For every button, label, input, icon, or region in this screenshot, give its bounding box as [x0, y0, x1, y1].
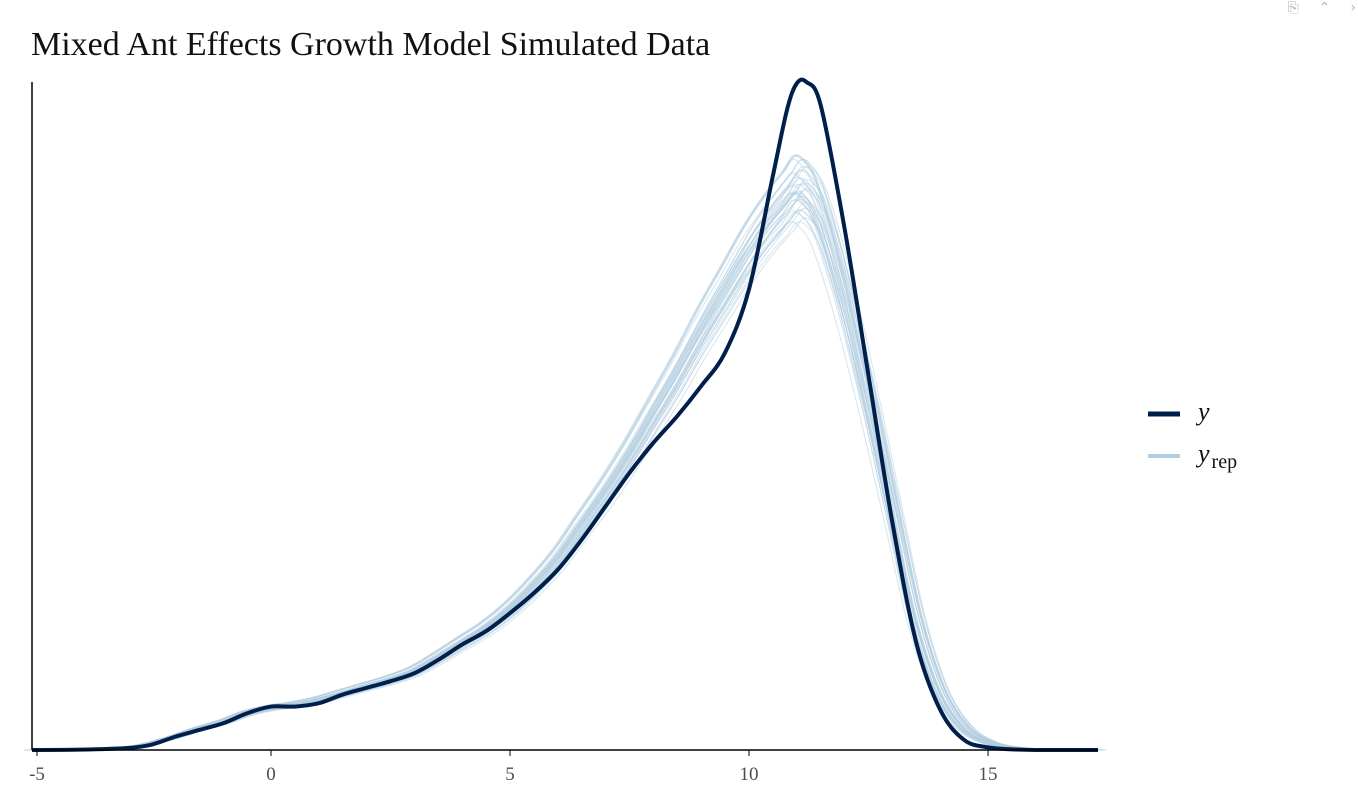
y-rep-draw-line [39, 187, 1106, 751]
y-rep-draw-line [36, 165, 1103, 751]
y-rep-draw-line [35, 158, 1102, 751]
close-icon[interactable]: › [1350, 0, 1356, 16]
y-rep-draw-line [28, 192, 1095, 751]
export-icon[interactable]: ⎘ [1287, 0, 1299, 16]
y-rep-draw-line [32, 199, 1099, 751]
double-chevron-up-icon[interactable]: ⌃ [1318, 0, 1331, 16]
axes: -5 0 5 10 15 [29, 82, 1098, 785]
x-tick-label: 5 [505, 764, 515, 785]
x-tick-label: 15 [979, 764, 998, 785]
y-rep-draw-line [37, 189, 1104, 751]
legend: y y rep [1148, 397, 1237, 473]
y-rep-draw-line [37, 207, 1104, 751]
y-density-line [31, 77, 1099, 753]
chart-title: Mixed Ant Effects Growth Model Simulated… [31, 26, 711, 63]
y-rep-draw-line [39, 179, 1106, 751]
y-rep-draw-line [35, 159, 1102, 751]
y-rep-draw-line [39, 166, 1106, 751]
y-rep-draw-line [37, 182, 1104, 751]
y-layer [31, 77, 1099, 753]
y-rep-draw-line [34, 196, 1101, 751]
y-rep-draw-line [37, 217, 1104, 751]
x-tick-label: 0 [266, 764, 276, 785]
x-tick-label: -5 [29, 764, 45, 785]
y-rep-draw-line [25, 191, 1092, 751]
legend-label: y rep [1195, 439, 1237, 473]
window-controls: ⎘ ⌃ › [1287, 0, 1358, 16]
y-rep-draw-line [34, 169, 1101, 751]
x-tick-label: 10 [740, 764, 759, 785]
y-rep-draw-line [24, 172, 1091, 751]
y-rep-draw-line [29, 155, 1096, 751]
y-rep-draw-line [37, 201, 1104, 751]
y-rep-layer [23, 154, 1106, 751]
legend-label: y [1195, 397, 1210, 426]
y-rep-draw-line [32, 209, 1099, 751]
y-rep-draw-line [33, 177, 1100, 751]
